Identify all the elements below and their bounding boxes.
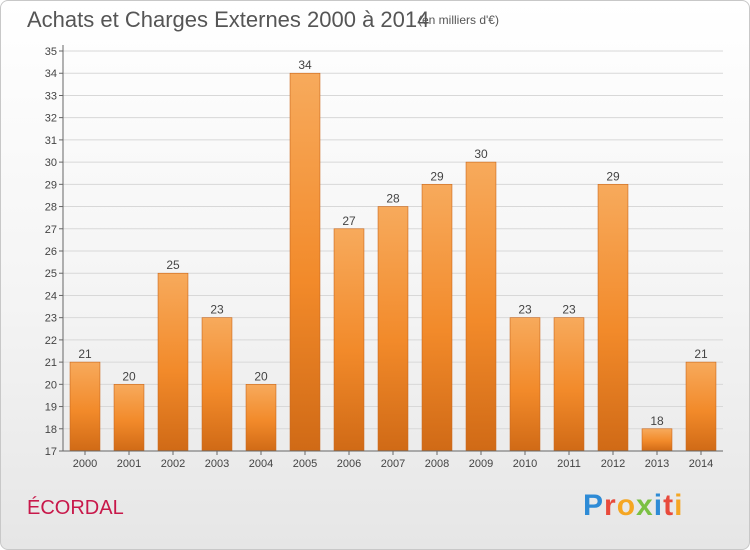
- bar-2012[interactable]: [597, 184, 629, 452]
- chart-subtitle: (en milliers d'€): [418, 13, 499, 27]
- x-tick-label-2011: 2011: [557, 458, 581, 470]
- chart-title: Achats et Charges Externes 2000 à 2014: [27, 7, 430, 32]
- x-tick-label-2001: 2001: [117, 458, 141, 470]
- bar-2009[interactable]: [465, 161, 497, 452]
- logo-letter: i: [653, 489, 664, 522]
- bar-2005[interactable]: [289, 72, 321, 452]
- bar-2006[interactable]: [333, 228, 365, 452]
- y-tick-label: 23: [45, 313, 57, 325]
- y-tick-label: 29: [45, 179, 57, 191]
- x-tick-label-2005: 2005: [293, 458, 317, 470]
- x-tick-label-2008: 2008: [425, 458, 449, 470]
- bar-2003[interactable]: [201, 317, 233, 452]
- data-label-2003: 23: [210, 303, 224, 317]
- data-label-2002: 25: [166, 258, 180, 272]
- y-tick-label: 31: [45, 135, 57, 147]
- bar-2008[interactable]: [421, 184, 453, 452]
- bar-2014[interactable]: [685, 361, 717, 452]
- proxiti-logo[interactable]: Proxiti: [583, 489, 683, 523]
- x-tick-label-2006: 2006: [337, 458, 361, 470]
- y-tick-label: 34: [45, 68, 57, 80]
- data-label-2001: 20: [122, 369, 136, 383]
- x-tick-label-2012: 2012: [601, 458, 625, 470]
- commune-name: ÉCORDAL: [27, 497, 124, 519]
- x-tick-label-2010: 2010: [513, 458, 537, 470]
- y-tick-label: 30: [45, 157, 57, 169]
- logo-letter: P: [583, 489, 605, 522]
- y-tick-label: 18: [45, 424, 57, 436]
- data-label-2000: 21: [78, 347, 92, 361]
- y-tick-label: 35: [45, 46, 57, 58]
- x-tick-label-2004: 2004: [249, 458, 273, 470]
- logo-letter: t: [663, 489, 675, 522]
- bar-2007[interactable]: [377, 206, 409, 452]
- y-tick-label: 22: [45, 335, 57, 347]
- x-tick-label-2003: 2003: [205, 458, 229, 470]
- data-label-2006: 27: [342, 214, 356, 228]
- data-label-2010: 23: [518, 303, 532, 317]
- bar-2001[interactable]: [113, 384, 145, 452]
- x-tick-label-2002: 2002: [161, 458, 185, 470]
- axes: 17 18 19 20 21 22 23 24 25 26 27 28 29 30 31 32 33 34 35 20…: [45, 45, 723, 470]
- y-tick-label: 26: [45, 246, 57, 258]
- bar-2000[interactable]: [69, 361, 101, 452]
- x-tick-label-2013: 2013: [645, 458, 669, 470]
- x-tick-label-2014: 2014: [689, 458, 713, 470]
- data-label-2012: 29: [606, 169, 620, 183]
- data-label-2009: 30: [474, 147, 488, 161]
- bar-2002[interactable]: [157, 272, 189, 452]
- data-label-2007: 28: [386, 192, 400, 206]
- data-label-2005: 34: [298, 58, 312, 72]
- x-tick-label-2009: 2009: [469, 458, 493, 470]
- logo-letter: x: [636, 489, 654, 522]
- y-tick-label: 33: [45, 90, 57, 102]
- data-labels: 21 20 25 23 20 34 27 28 29 30 23 23 29 18 21: [78, 58, 708, 428]
- data-label-2014: 21: [694, 347, 708, 361]
- logo-letter: o: [616, 489, 637, 522]
- bar-2013[interactable]: [641, 428, 673, 452]
- y-tick-label: 19: [45, 402, 57, 414]
- logo-letter: i: [674, 489, 684, 522]
- y-tick-label: 28: [45, 202, 57, 214]
- bar-2004[interactable]: [245, 384, 277, 452]
- data-label-2008: 29: [430, 169, 444, 183]
- y-tick-label: 32: [45, 113, 57, 125]
- x-tick-label-2000: 2000: [73, 458, 97, 470]
- y-tick-label: 24: [45, 290, 57, 302]
- y-tick-label: 20: [45, 379, 57, 391]
- data-label-2013: 18: [650, 414, 664, 428]
- data-label-2011: 23: [562, 303, 576, 317]
- bars: [69, 72, 717, 452]
- x-tick-label-2007: 2007: [381, 458, 405, 470]
- bar-2010[interactable]: [509, 317, 541, 452]
- data-label-2004: 20: [254, 369, 268, 383]
- y-tick-label: 17: [45, 446, 57, 458]
- bar-2011[interactable]: [553, 317, 585, 452]
- y-tick-label: 27: [45, 224, 57, 236]
- logo-letter: r: [604, 489, 617, 522]
- y-tick-label: 25: [45, 268, 57, 280]
- y-tick-label: 21: [45, 357, 57, 369]
